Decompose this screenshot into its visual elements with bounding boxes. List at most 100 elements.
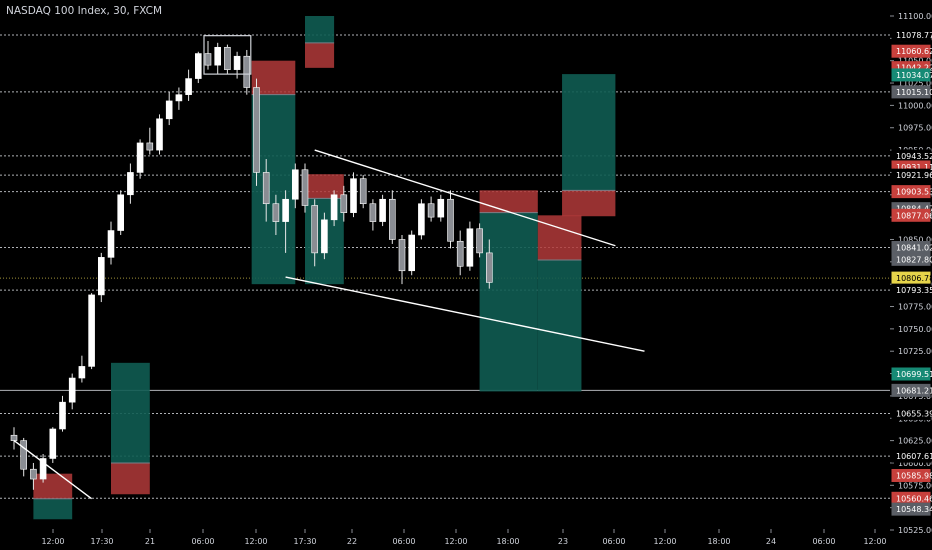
- trendline: [314, 149, 616, 247]
- time-tick-label: 24: [766, 537, 776, 546]
- time-tick-label: 06:00: [812, 537, 835, 546]
- price-tag-label: 10548.34: [896, 505, 932, 514]
- price-tag: [891, 208, 931, 222]
- price-tag: [891, 252, 931, 266]
- candle-up: [282, 198, 289, 222]
- price-tag-label: 10793.35: [896, 286, 932, 295]
- candle-down: [427, 203, 435, 218]
- candle-up: [156, 118, 163, 151]
- price-tag-label: 10921.96: [896, 171, 932, 180]
- candle-up: [350, 178, 357, 213]
- price-tick-label: 10600.00: [898, 459, 932, 468]
- price-tag: [891, 383, 931, 397]
- candle-down: [388, 198, 396, 240]
- stop-zone: [33, 473, 73, 499]
- candle-up: [98, 257, 105, 296]
- price-tag-label: 10681.21: [896, 386, 932, 395]
- candle-up: [330, 194, 338, 221]
- time-tick-label: 06:00: [392, 537, 415, 546]
- candle-up: [379, 198, 386, 222]
- stop-zone: [305, 174, 344, 199]
- candle-up: [59, 401, 66, 430]
- candle-down: [369, 203, 377, 222]
- price-tag: [891, 85, 931, 99]
- stop-zone: [479, 190, 538, 213]
- candle-up: [195, 53, 202, 79]
- time-tick-label: 21: [145, 537, 155, 546]
- price-axis[interactable]: 11100.0011075.0011050.0011025.0011000.00…: [890, 0, 932, 550]
- price-tick-label: 11025.00: [898, 79, 932, 88]
- price-tag: [891, 185, 931, 199]
- candle-up: [49, 428, 57, 459]
- target-zone: [562, 74, 616, 191]
- price-tick-label: 10850.00: [898, 235, 932, 244]
- candle-up: [233, 55, 241, 70]
- candle-up: [88, 294, 95, 367]
- time-tick-label: 06:00: [191, 537, 214, 546]
- candle-up: [127, 172, 134, 196]
- time-tick-label: 17:30: [293, 537, 316, 546]
- price-tag-label: 10560.46: [896, 494, 932, 503]
- candle-up: [418, 203, 425, 236]
- price-tag-label: 10607.61: [896, 452, 932, 461]
- price-tag: [891, 406, 931, 420]
- candle-down: [262, 172, 270, 205]
- time-tick-label: 23: [558, 537, 568, 546]
- price-tag: [891, 502, 931, 516]
- price-tag: [891, 28, 931, 42]
- candle-down: [10, 434, 18, 441]
- candle-down: [146, 142, 154, 151]
- candle-up: [39, 458, 47, 480]
- price-tag: [891, 68, 931, 82]
- candle-up: [68, 377, 76, 403]
- time-tick-label: 06:00: [602, 537, 625, 546]
- candle-down: [272, 203, 280, 222]
- candle-down: [456, 240, 464, 267]
- price-tag-label: 10943.52: [896, 152, 932, 161]
- candle-up: [175, 94, 183, 102]
- candle-down: [359, 178, 367, 205]
- time-tick-label: 12:00: [863, 537, 886, 546]
- time-tick-label: 12:00: [41, 537, 64, 546]
- price-tag-label: 10877.06: [896, 211, 932, 220]
- candle-down: [20, 440, 28, 470]
- candle-down: [340, 194, 348, 213]
- price-tag-label: 10931.11: [896, 163, 932, 172]
- time-axis[interactable]: 12:00 17:30 21 06:00 12:00 17:30 22 06:00 12:00 1…: [0, 529, 890, 550]
- candle-down: [30, 468, 37, 480]
- candle-up: [78, 366, 86, 379]
- time-tick-label: 17:30: [90, 537, 113, 546]
- candles: [10, 41, 493, 490]
- candle-down: [447, 198, 454, 242]
- candle-down: [224, 46, 231, 70]
- price-tick-label: 11100.00: [898, 12, 932, 21]
- price-tag-label: 10806.78: [896, 274, 932, 283]
- price-tag-label: 10655.39: [896, 409, 932, 418]
- trendline: [285, 276, 645, 352]
- price-tag: [891, 44, 931, 58]
- target-zone: [537, 260, 582, 392]
- time-tick-label: 18:00: [707, 537, 730, 546]
- candle-down: [243, 55, 251, 88]
- price-tag-label: 11078.77: [896, 31, 932, 40]
- time-tick-label: 18:00: [496, 537, 519, 546]
- price-tag: [891, 168, 931, 182]
- price-tag-label: 11034.07: [896, 71, 932, 80]
- candle-up: [214, 46, 221, 66]
- price-tag-label: 11015.10: [896, 88, 932, 97]
- candle-up: [136, 142, 144, 173]
- price-tick-label: 11000.00: [898, 101, 932, 110]
- target-zone: [111, 362, 150, 463]
- candle-down: [301, 169, 309, 206]
- candle-up: [466, 228, 474, 267]
- candle-up: [165, 100, 173, 120]
- candle-down: [398, 239, 406, 272]
- stop-zone: [305, 42, 335, 68]
- price-tag-label: 11060.62: [896, 47, 932, 56]
- price-tick-label: 10750.00: [898, 325, 932, 334]
- stop-zone: [562, 190, 616, 217]
- target-zone: [33, 498, 73, 520]
- chart-title: NASDAQ 100 Index, 30, FXCM: [6, 5, 163, 17]
